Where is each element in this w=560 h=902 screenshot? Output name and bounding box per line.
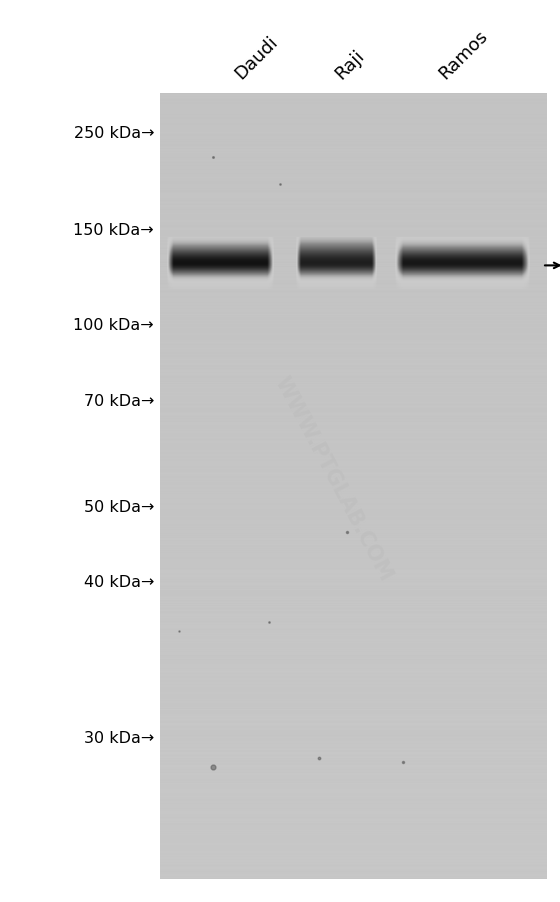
Text: Daudi: Daudi — [231, 33, 281, 83]
Text: Raji: Raji — [332, 47, 368, 83]
Text: 150 kDa→: 150 kDa→ — [73, 223, 154, 237]
Text: 100 kDa→: 100 kDa→ — [73, 318, 154, 332]
Text: 70 kDa→: 70 kDa→ — [83, 394, 154, 409]
Text: 40 kDa→: 40 kDa→ — [83, 575, 154, 589]
Text: 250 kDa→: 250 kDa→ — [73, 126, 154, 141]
Text: 50 kDa→: 50 kDa→ — [83, 500, 154, 514]
Text: WWW.PTGLAB.COM: WWW.PTGLAB.COM — [270, 373, 396, 584]
Text: Ramos: Ramos — [435, 27, 491, 83]
Text: 30 kDa→: 30 kDa→ — [84, 731, 154, 745]
